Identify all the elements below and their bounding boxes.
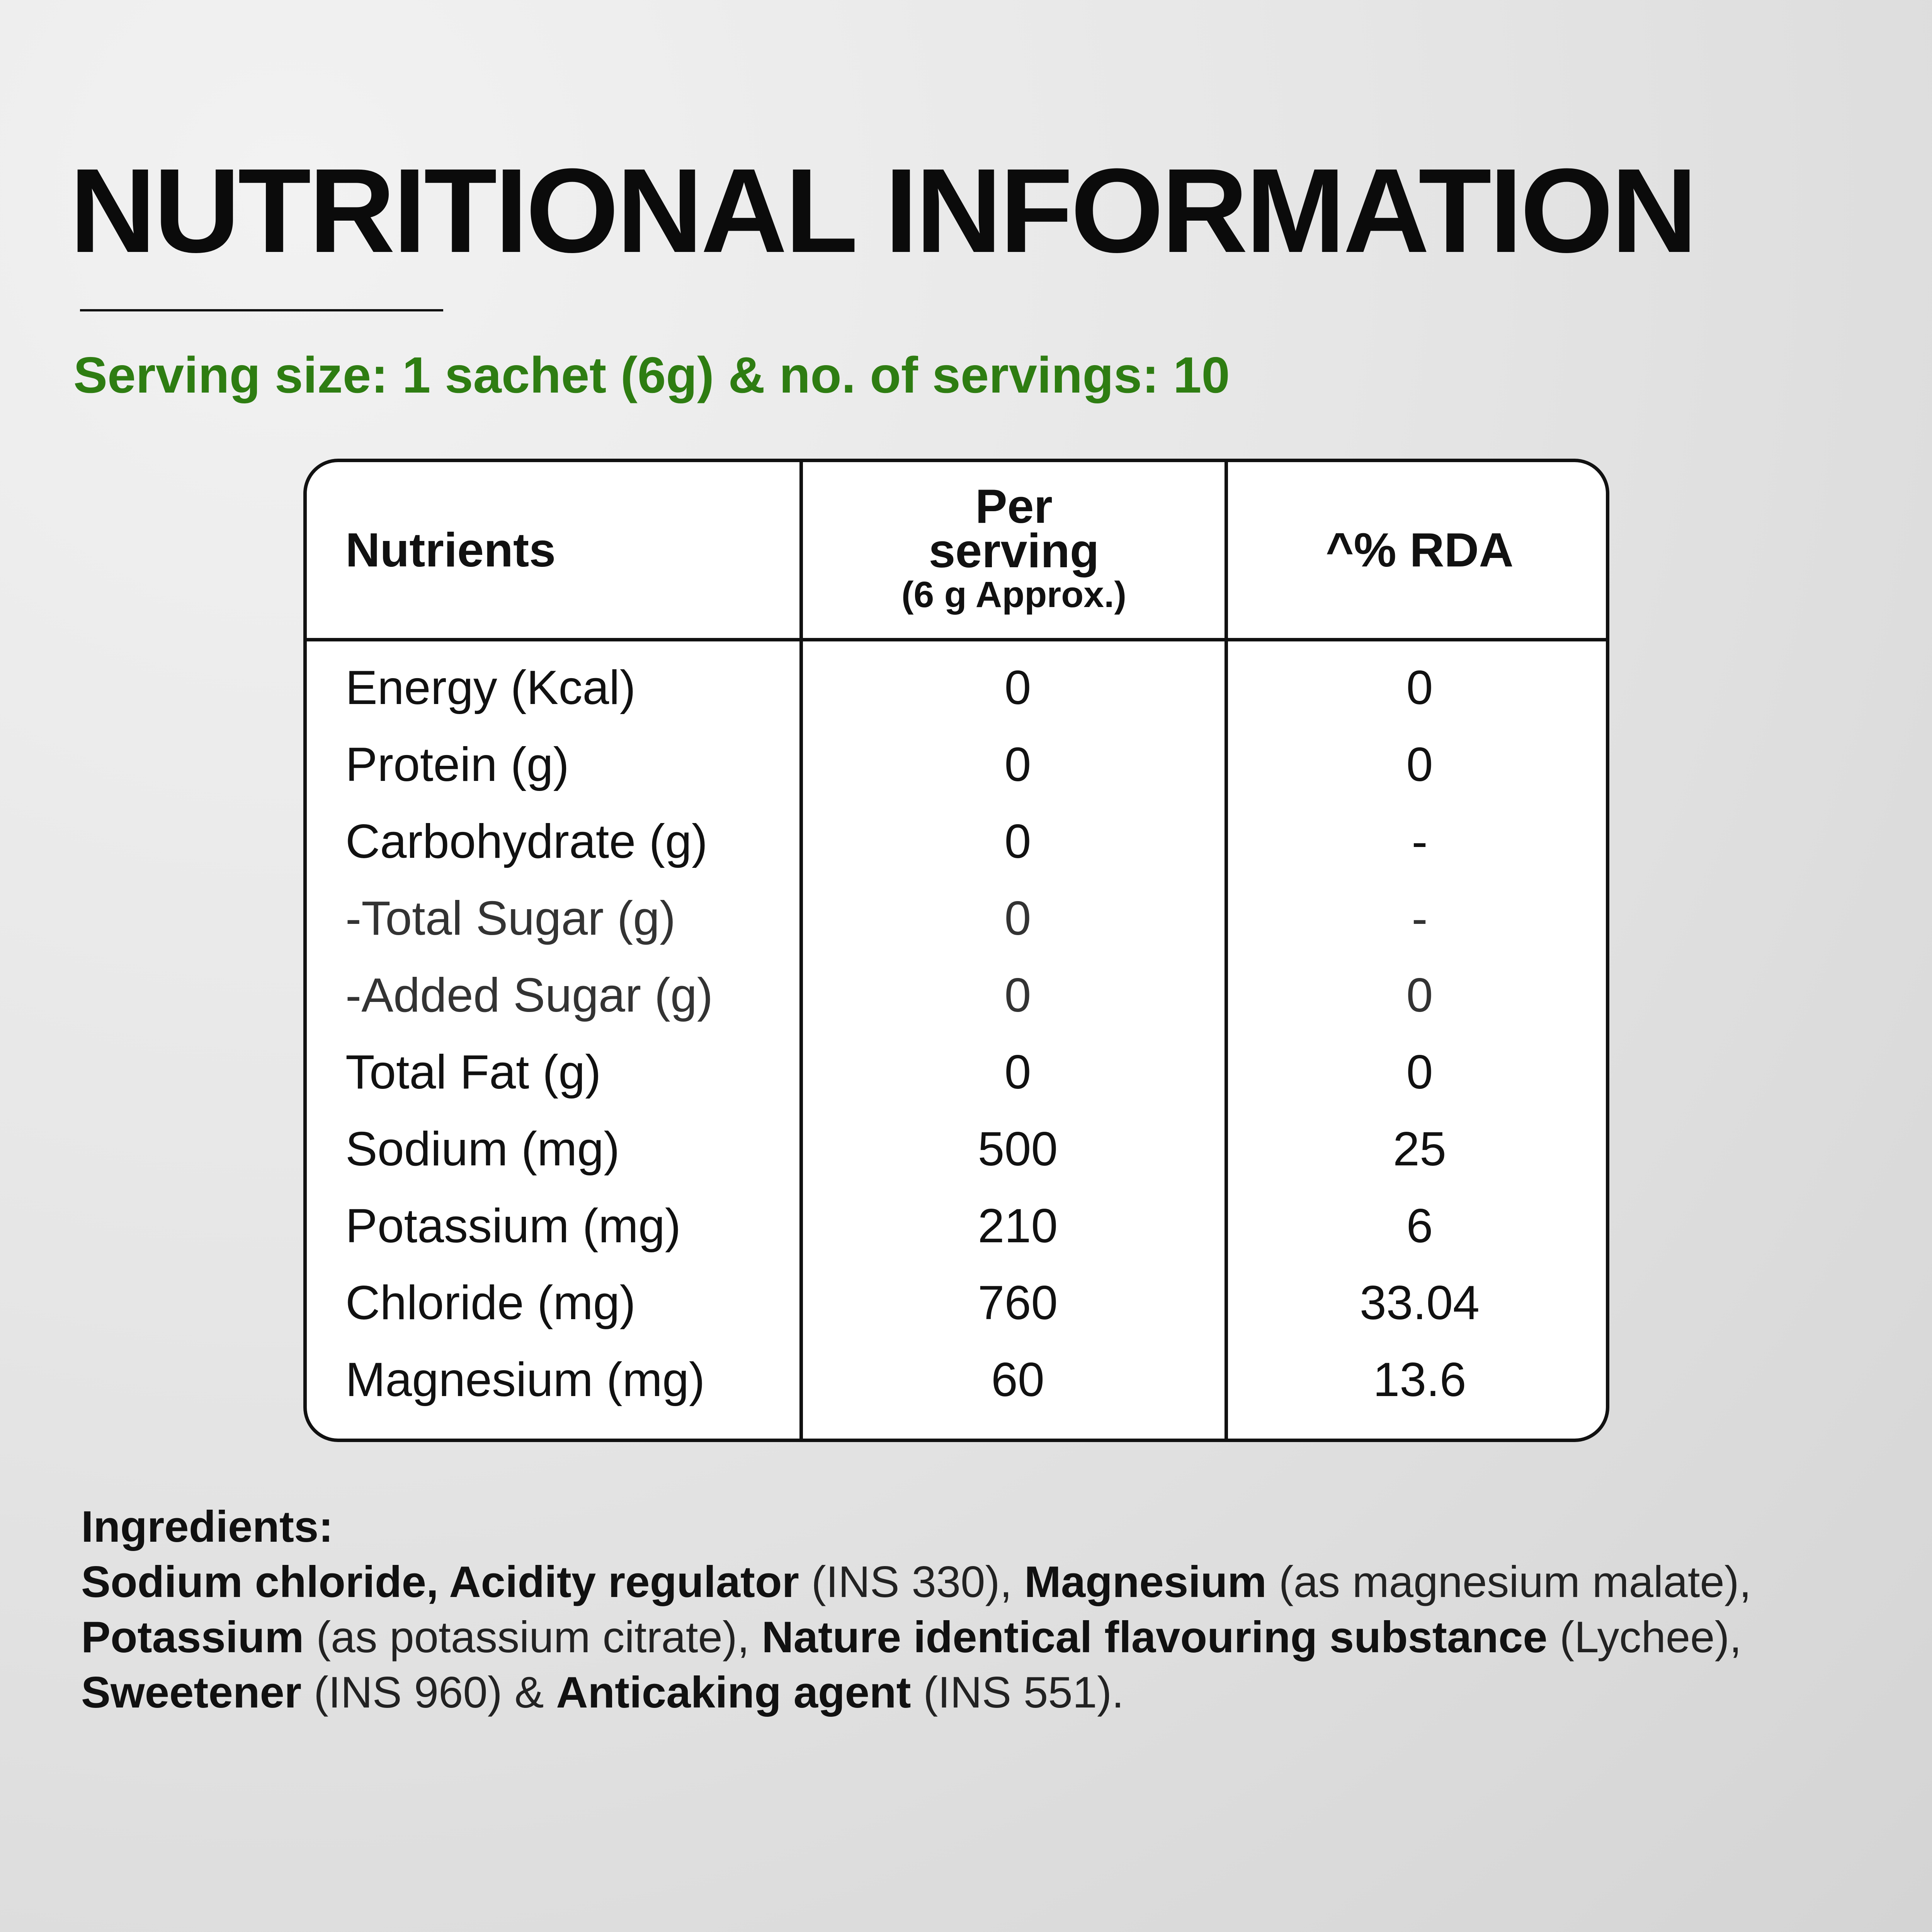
rda-value: 0 bbox=[1406, 738, 1433, 791]
table-row: Magnesium (mg) 60 13.6 bbox=[307, 1342, 1606, 1418]
ingredients-title: Ingredients: bbox=[81, 1502, 333, 1551]
rda-value: 0 bbox=[1406, 969, 1433, 1022]
rda-value: 13.6 bbox=[1373, 1353, 1466, 1406]
rda-value: - bbox=[1412, 815, 1428, 868]
table-row: Potassium (mg) 210 6 bbox=[307, 1188, 1606, 1265]
ingredient-detail: (INS 330), bbox=[799, 1558, 1024, 1607]
per-serving-value: 500 bbox=[978, 1122, 1058, 1176]
table-row: Protein (g) 0 0 bbox=[307, 726, 1606, 803]
serving-info: Serving size: 1 sachet (6g) & no. of ser… bbox=[73, 347, 1230, 403]
ingredient-name: Magnesium bbox=[1024, 1558, 1267, 1607]
nutrient-name: -Total Sugar (g) bbox=[345, 892, 676, 945]
table-row: -Total Sugar (g) 0 - bbox=[307, 880, 1606, 957]
per-serving-value: 0 bbox=[1004, 815, 1031, 868]
nutrient-name: Energy (Kcal) bbox=[345, 661, 636, 714]
column-divider bbox=[1225, 462, 1228, 1439]
ingredients: Ingredients: Sodium chloride, Acidity re… bbox=[81, 1499, 1878, 1720]
header-per-serving: Per serving (6 g Approx.) bbox=[801, 462, 1226, 638]
nutrient-name: Protein (g) bbox=[345, 738, 569, 791]
rda-value: 25 bbox=[1393, 1122, 1446, 1176]
header-divider bbox=[307, 638, 1606, 641]
nutrient-name: Sodium (mg) bbox=[345, 1122, 620, 1176]
page-title: NUTRITIONAL INFORMATION bbox=[70, 143, 1697, 277]
column-divider bbox=[799, 462, 803, 1439]
per-serving-value: 210 bbox=[978, 1199, 1058, 1253]
nutrient-name: -Added Sugar (g) bbox=[345, 969, 713, 1022]
ingredient-detail: (Lychee), bbox=[1547, 1613, 1742, 1662]
header-rda: ^% RDA bbox=[1226, 462, 1606, 638]
table-row: Sodium (mg) 500 25 bbox=[307, 1111, 1606, 1188]
per-serving-value: 0 bbox=[1004, 1046, 1031, 1099]
per-serving-value: 0 bbox=[1004, 661, 1031, 714]
ingredient-name: Sodium chloride, Acidity regulator bbox=[81, 1558, 799, 1607]
per-serving-value: 0 bbox=[1004, 892, 1031, 945]
nutrient-name: Magnesium (mg) bbox=[345, 1353, 705, 1406]
table-row: Chloride (mg) 760 33.04 bbox=[307, 1265, 1606, 1342]
rda-value: 0 bbox=[1406, 661, 1433, 714]
nutrient-name: Carbohydrate (g) bbox=[345, 815, 708, 868]
per-serving-value: 60 bbox=[991, 1353, 1044, 1406]
ingredient-detail: (INS 551). bbox=[911, 1668, 1124, 1717]
ingredient-name: Sweetener bbox=[81, 1668, 302, 1717]
ingredient-name: Potassium bbox=[81, 1613, 304, 1662]
header-per-line1: Per bbox=[975, 480, 1053, 533]
header-nutrients-label: Nutrients bbox=[345, 523, 556, 577]
rda-value: 0 bbox=[1406, 1046, 1433, 1099]
ingredient-detail: (as magnesium malate), bbox=[1267, 1558, 1752, 1607]
header-nutrients: Nutrients bbox=[345, 462, 556, 638]
header-per-line2: serving bbox=[929, 524, 1099, 578]
ingredients-text: Sodium chloride, Acidity regulator (INS … bbox=[81, 1558, 1751, 1717]
per-serving-value: 0 bbox=[1004, 738, 1031, 791]
header-rda-label: ^% RDA bbox=[1326, 523, 1514, 577]
per-serving-value: 760 bbox=[978, 1276, 1058, 1330]
table-row: Carbohydrate (g) 0 - bbox=[307, 803, 1606, 880]
ingredient-detail: (INS 960) & bbox=[301, 1668, 556, 1717]
table-row: Energy (Kcal) 0 0 bbox=[307, 650, 1606, 726]
nutrient-name: Potassium (mg) bbox=[345, 1199, 681, 1253]
rda-value: - bbox=[1412, 892, 1428, 945]
table-row: -Added Sugar (g) 0 0 bbox=[307, 957, 1606, 1034]
per-serving-value: 0 bbox=[1004, 969, 1031, 1022]
rda-value: 33.04 bbox=[1359, 1276, 1480, 1330]
title-underline bbox=[80, 309, 443, 311]
ingredient-detail: (as potassium citrate), bbox=[304, 1613, 762, 1662]
table-row: Total Fat (g) 0 0 bbox=[307, 1034, 1606, 1111]
nutrient-name: Chloride (mg) bbox=[345, 1276, 636, 1330]
header-per-line3: (6 g Approx.) bbox=[901, 574, 1127, 615]
ingredient-name: Anticaking agent bbox=[556, 1668, 911, 1717]
nutrient-name: Total Fat (g) bbox=[345, 1046, 601, 1099]
ingredient-name: Nature identical flavouring substance bbox=[762, 1613, 1548, 1662]
rda-value: 6 bbox=[1406, 1199, 1433, 1253]
nutrition-table: Nutrients Per serving (6 g Approx.) ^% R… bbox=[303, 459, 1609, 1442]
